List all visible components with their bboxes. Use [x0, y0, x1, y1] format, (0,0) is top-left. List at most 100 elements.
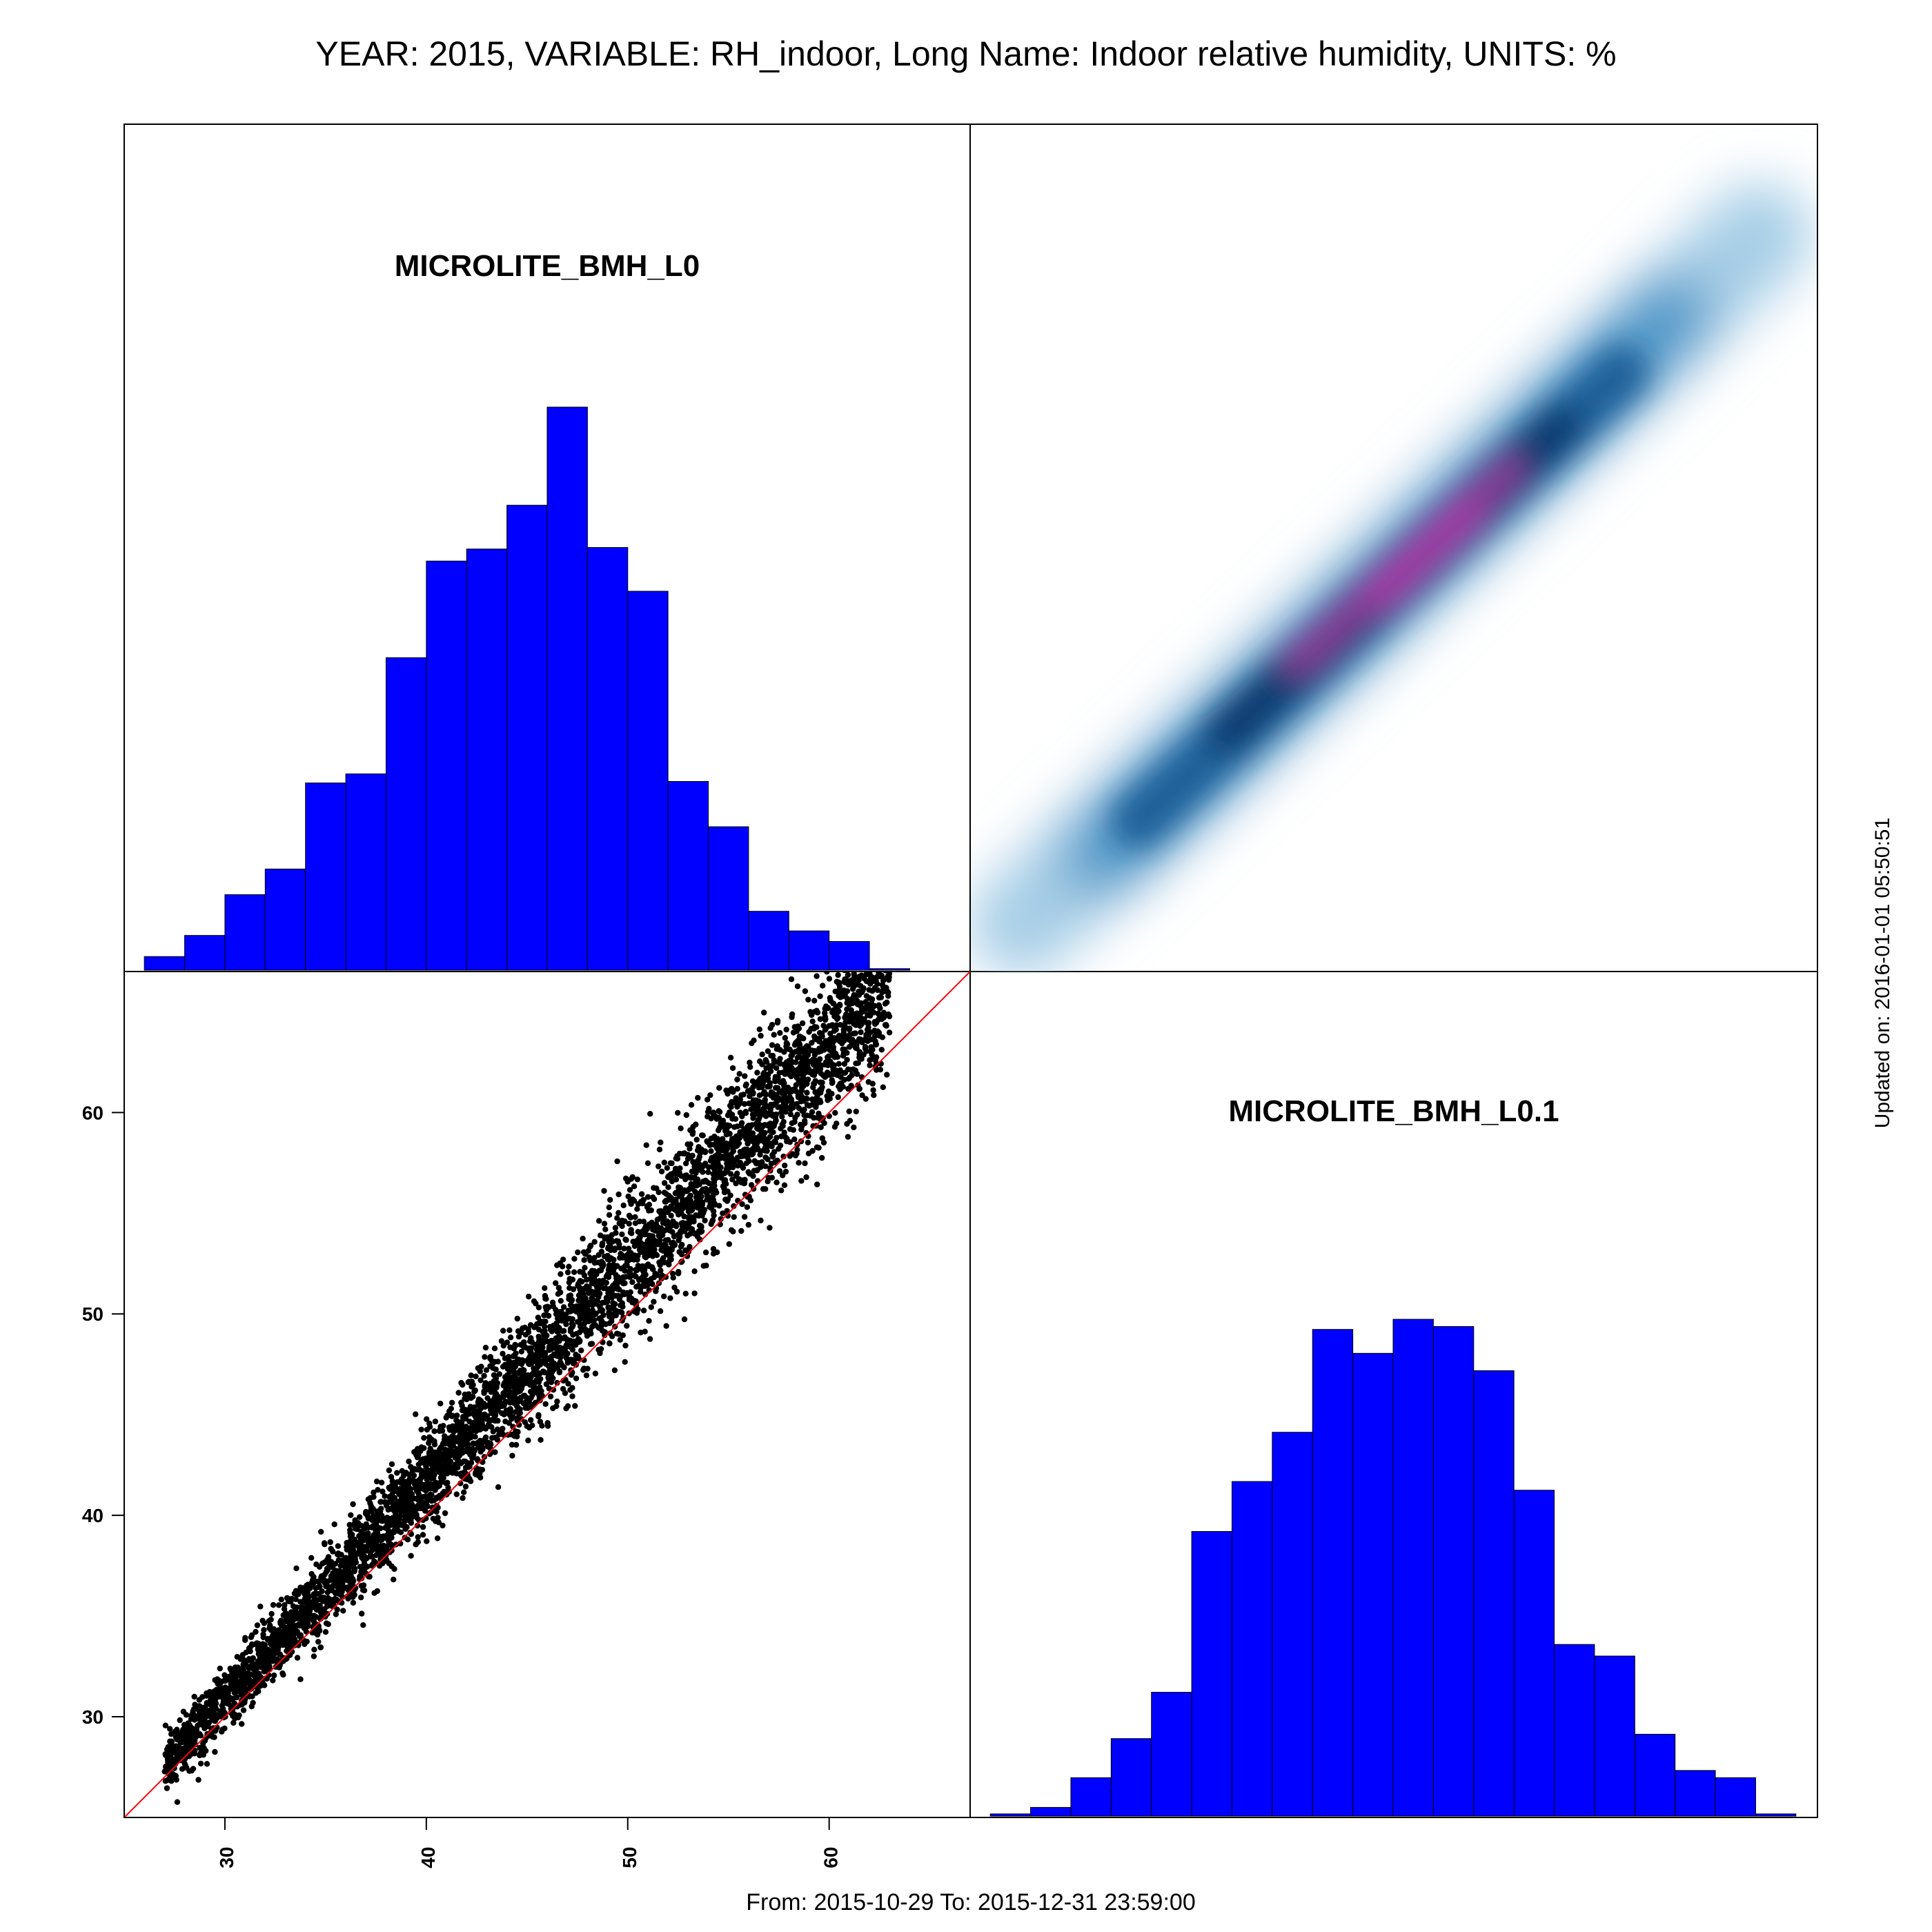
- histogram-top-left-bar: [305, 782, 346, 971]
- scatter-point: [642, 1223, 649, 1230]
- scatter-point: [586, 1310, 593, 1317]
- scatter-point: [558, 1298, 564, 1304]
- scatter-point: [670, 1239, 676, 1246]
- scatter-point: [442, 1440, 449, 1447]
- scatter-point: [626, 1221, 632, 1227]
- scatter-point: [660, 1208, 667, 1215]
- scatter-point: [767, 1103, 774, 1110]
- scatter-point: [876, 952, 881, 957]
- scatter-point: [691, 1160, 698, 1167]
- scatter-point: [580, 1249, 587, 1255]
- scatter-point: [664, 1165, 670, 1171]
- scatter-point: [356, 1514, 363, 1520]
- scatter-point: [872, 1021, 878, 1027]
- scatter-point: [870, 1087, 876, 1094]
- scatter-point: [638, 1265, 644, 1272]
- scatter-point: [226, 1695, 233, 1701]
- scatter-point: [651, 1299, 657, 1305]
- scatter-point: [775, 1074, 781, 1081]
- scatter-point: [802, 988, 809, 994]
- scatter-point: [876, 951, 882, 956]
- scatter-point: [197, 1744, 203, 1751]
- scatter-point: [716, 1108, 722, 1114]
- scatter-point: [402, 1513, 408, 1519]
- scatter-point: [464, 1446, 470, 1453]
- scatter-point: [877, 907, 883, 913]
- scatter-point: [613, 1330, 620, 1337]
- scatter-point: [495, 1407, 501, 1413]
- scatter-point: [829, 1052, 836, 1058]
- scatter-point: [540, 1319, 547, 1325]
- scatter-point: [769, 1154, 776, 1160]
- scatter-point: [632, 1214, 638, 1221]
- scatter-point: [880, 984, 887, 990]
- scatter-point: [787, 1111, 794, 1118]
- scatter-point: [788, 976, 795, 983]
- scatter-point: [601, 1221, 608, 1227]
- scatter-point: [563, 1321, 569, 1328]
- scatter-point: [414, 1522, 421, 1529]
- scatter-point: [734, 1076, 740, 1083]
- scatter-point: [767, 1063, 773, 1070]
- scatter-point: [756, 1134, 762, 1141]
- scatter-point: [270, 1651, 277, 1657]
- scatter-point: [502, 1361, 509, 1368]
- scatter-point: [637, 1245, 644, 1252]
- scatter-point: [535, 1304, 542, 1311]
- scatter-point: [729, 1138, 735, 1145]
- scatter-point: [635, 1306, 641, 1312]
- scatter-point: [813, 1065, 820, 1072]
- scatter-point: [789, 1011, 796, 1018]
- scatter-point: [842, 1019, 849, 1025]
- scatter-point: [771, 1032, 777, 1038]
- scatter-point: [431, 1461, 437, 1468]
- scatter-point: [777, 1047, 783, 1053]
- scatter-point: [622, 1236, 629, 1243]
- scatter-point: [302, 1595, 308, 1602]
- scatter-point: [818, 1124, 824, 1130]
- scatter-point: [331, 1598, 337, 1604]
- histogram-top-left-bar: [829, 940, 870, 971]
- scatter-point: [489, 1435, 495, 1441]
- scatter-point: [851, 1124, 857, 1131]
- scatter-point: [886, 958, 891, 964]
- scatter-point: [305, 1622, 311, 1629]
- scatter-point: [673, 1288, 680, 1295]
- scatter-point: [627, 1289, 633, 1295]
- histogram-top-left-bar: [224, 894, 266, 971]
- scatter-point: [749, 1040, 755, 1047]
- scatter-point: [594, 1298, 601, 1305]
- scatter-point: [836, 1008, 842, 1014]
- scatter-point: [702, 1249, 709, 1256]
- scatter-point: [727, 1192, 733, 1199]
- scatter-point: [555, 1285, 562, 1291]
- scatter-point: [527, 1388, 534, 1395]
- scatter-point: [634, 1241, 641, 1247]
- scatter-point: [726, 1131, 733, 1137]
- scatter-point: [564, 1403, 571, 1410]
- scatter-point: [209, 1712, 215, 1718]
- scatter-point: [397, 1487, 404, 1494]
- scatter-point: [569, 1276, 576, 1283]
- scatter-point: [661, 1180, 668, 1186]
- scatter-point: [872, 945, 878, 951]
- scatter-point: [796, 1025, 802, 1032]
- scatter-point: [743, 1136, 749, 1143]
- scatter-point: [373, 1519, 379, 1525]
- scatter-point: [737, 1149, 744, 1155]
- scatter-point: [635, 1229, 641, 1235]
- scatter-point: [866, 1020, 872, 1026]
- scatter-point: [191, 1693, 197, 1700]
- scatter-point: [723, 1126, 729, 1132]
- scatter-point: [788, 1073, 794, 1080]
- scatter-point: [760, 1071, 767, 1077]
- scatter-point: [691, 1174, 698, 1181]
- scatter-point: [684, 1232, 691, 1239]
- scatter-point: [293, 1611, 299, 1617]
- scatter-point: [589, 1280, 596, 1287]
- scatter-point: [496, 1431, 502, 1438]
- scatter-point: [624, 1252, 630, 1259]
- scatter-point: [239, 1702, 245, 1708]
- scatter-point: [854, 1010, 860, 1016]
- scatter-point: [748, 1136, 754, 1142]
